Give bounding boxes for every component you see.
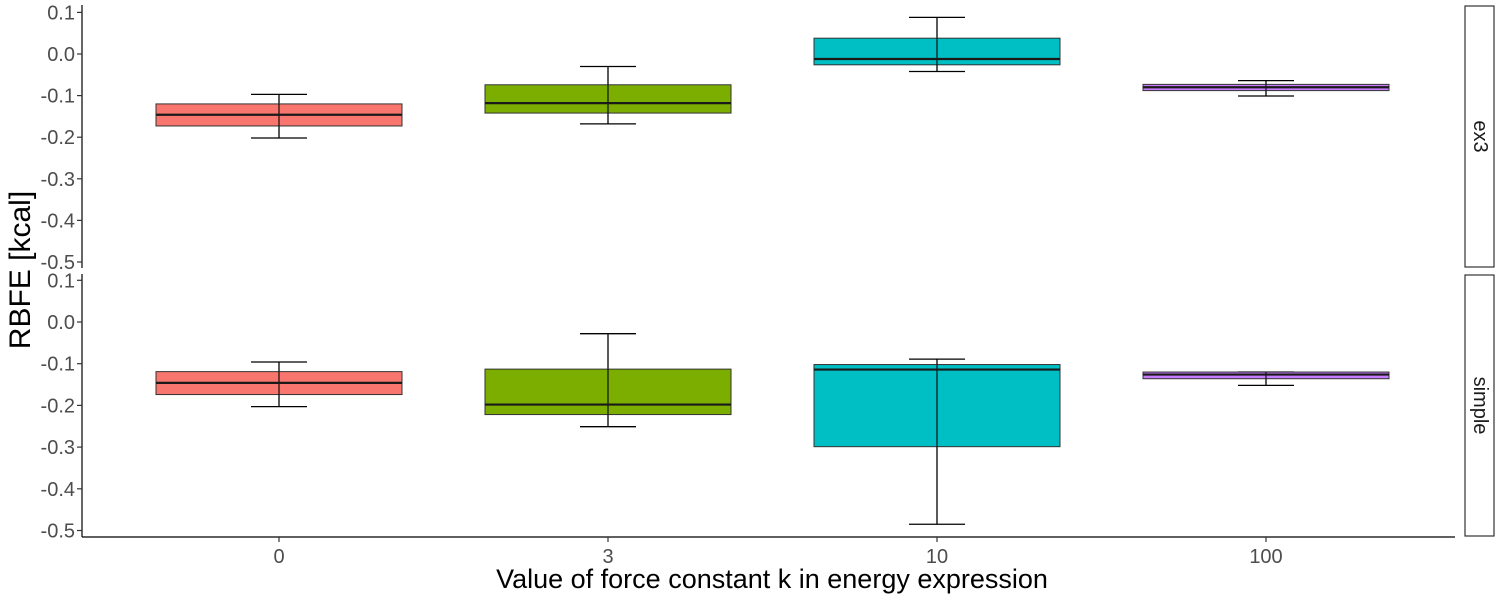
x-tick-label: 3 — [602, 546, 613, 568]
y-tick-label: 0.0 — [47, 44, 75, 66]
y-tick-label: -0.4 — [41, 479, 75, 501]
y-tick-label: -0.5 — [41, 252, 75, 274]
y-tick-label: -0.1 — [41, 354, 75, 376]
y-tick-label: -0.5 — [41, 521, 75, 543]
facet-strip-label: ex3 — [1469, 120, 1491, 152]
y-tick-label: -0.3 — [41, 437, 75, 459]
facet-strip — [1464, 274, 1495, 537]
y-tick-label: -0.2 — [41, 127, 75, 149]
x-tick-label: 100 — [1249, 546, 1282, 568]
y-tick-label: -0.3 — [41, 169, 75, 191]
y-axis-title: RBFE [kcal] — [4, 191, 37, 349]
y-tick-label: 0.0 — [47, 312, 75, 334]
y-tick-label: 0.1 — [47, 2, 75, 24]
y-tick-label: -0.2 — [41, 395, 75, 417]
y-tick-label: -0.1 — [41, 86, 75, 108]
x-tick-label: 10 — [926, 546, 948, 568]
facet-strip — [1464, 5, 1495, 268]
y-tick-label: 0.1 — [47, 270, 75, 292]
x-axis-title: Value of force constant k in energy expr… — [496, 564, 1048, 594]
plot-layer: 0.1 0.0 -0.1 -0.2 -0.3 -0.4 -0.5 ex3 0.1 0.0 -0.1 -… — [41, 2, 1495, 568]
y-tick-label: -0.4 — [41, 210, 75, 232]
x-tick-label: 0 — [273, 546, 284, 568]
facet-strip-label: simple — [1469, 377, 1491, 435]
